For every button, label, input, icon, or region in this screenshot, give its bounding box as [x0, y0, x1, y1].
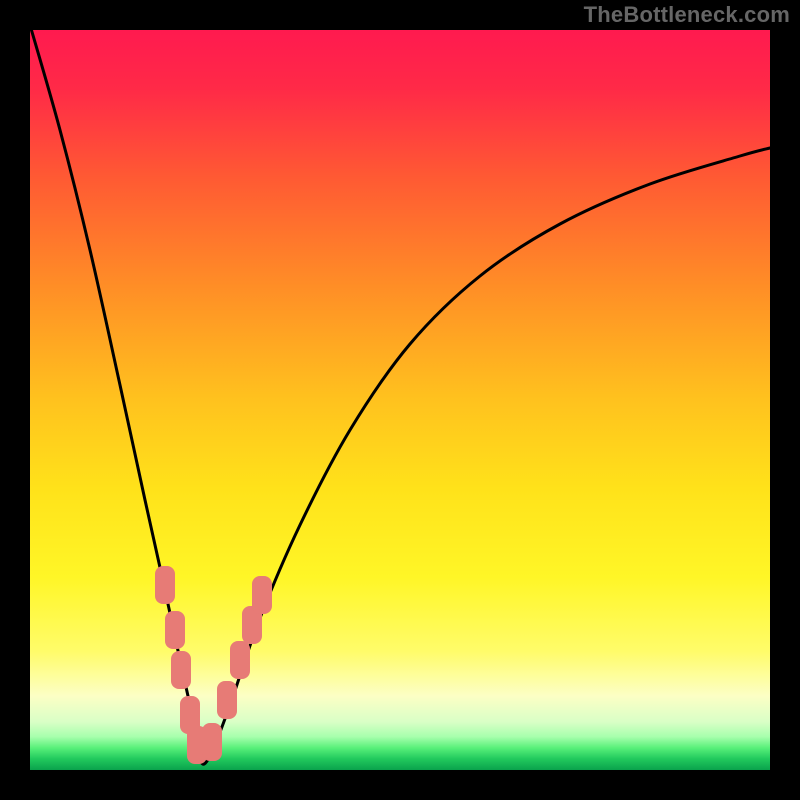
curve-marker-5: [202, 723, 222, 761]
curve-marker-2: [171, 651, 191, 689]
curve-marker-1: [165, 611, 185, 649]
curve-marker-7: [230, 641, 250, 679]
curve-marker-0: [155, 566, 175, 604]
curve-marker-9: [252, 576, 272, 614]
curve-marker-6: [217, 681, 237, 719]
curve-markers: [155, 566, 272, 764]
chart-stage: TheBottleneck.com: [0, 0, 800, 800]
marker-layer: [0, 0, 800, 800]
watermark-text: TheBottleneck.com: [584, 2, 790, 28]
